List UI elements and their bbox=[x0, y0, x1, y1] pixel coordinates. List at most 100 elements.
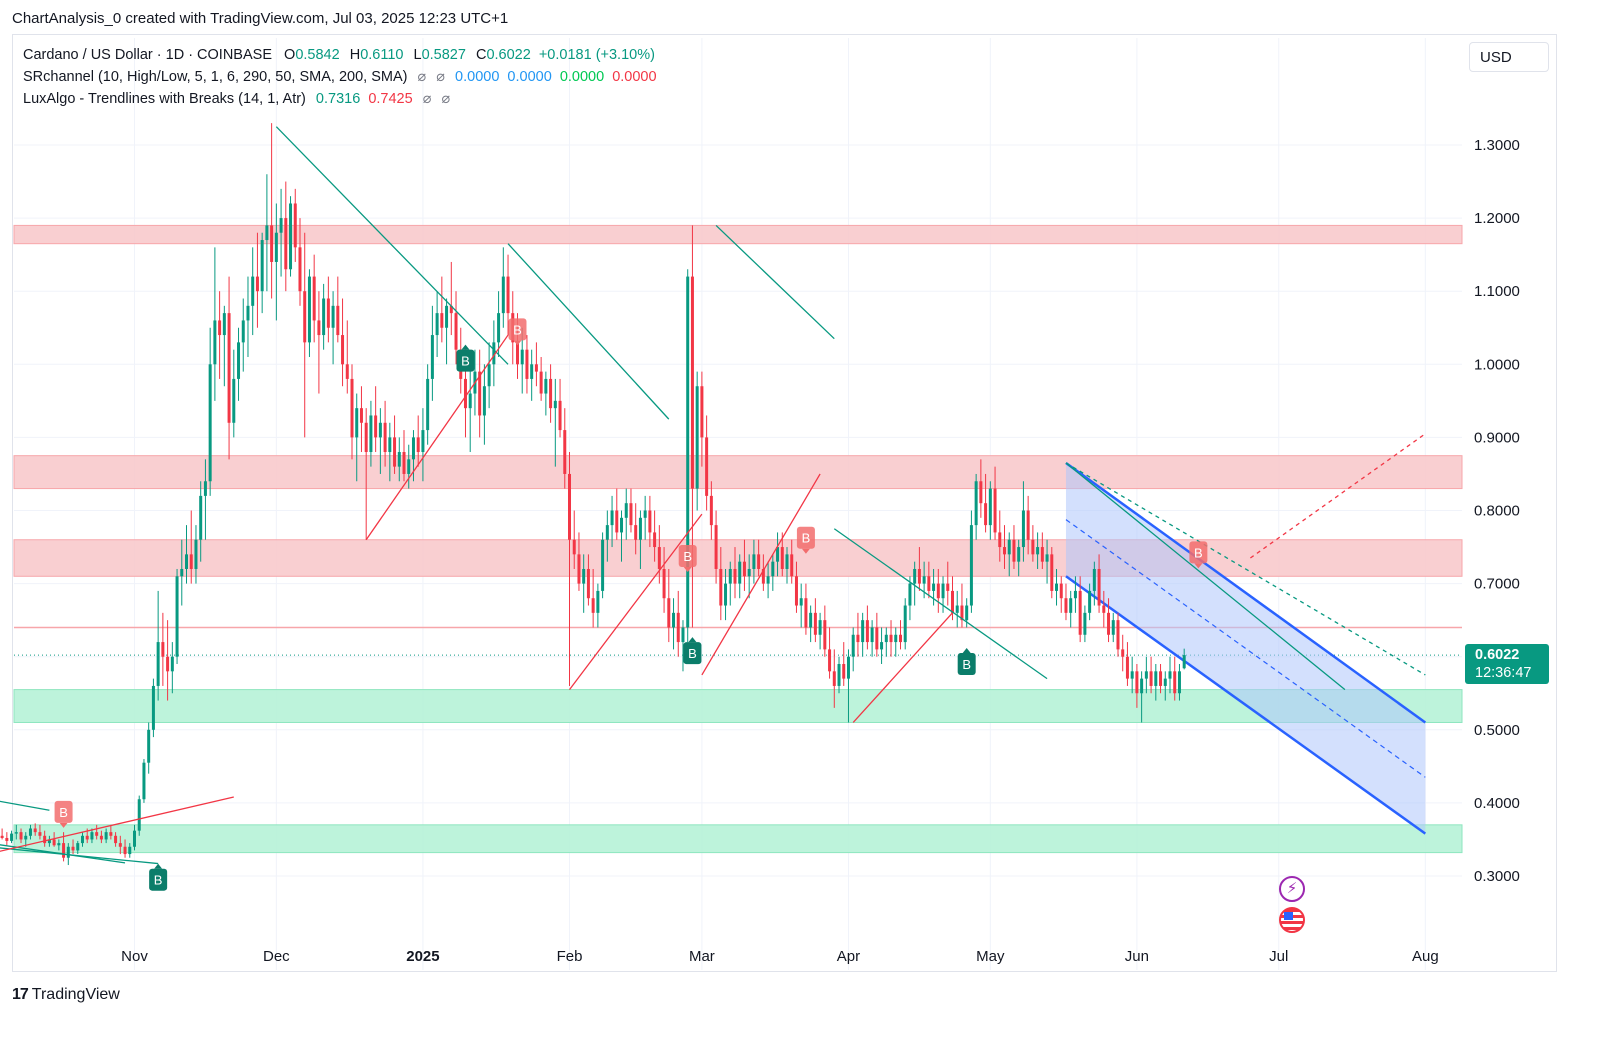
candle-body bbox=[936, 583, 940, 599]
candle-body bbox=[676, 612, 680, 643]
candle-body bbox=[1050, 554, 1054, 591]
candle-body bbox=[1159, 671, 1163, 686]
ohlc-high: 0.6110 bbox=[360, 47, 404, 63]
candle-body bbox=[265, 225, 269, 241]
hidden-eye-icon[interactable]: ⌀ bbox=[441, 91, 451, 107]
candle-body bbox=[553, 400, 557, 409]
candle-body bbox=[974, 481, 978, 526]
candle-body bbox=[28, 828, 32, 836]
candle-body bbox=[289, 203, 293, 270]
price-axis: 1.3000 1.2000 1.1000 1.0000 0.9000 0.8000 0.70… bbox=[1474, 137, 1520, 885]
candle-body bbox=[345, 364, 349, 379]
candle-body bbox=[298, 247, 302, 292]
candle-body bbox=[624, 503, 628, 518]
candle-body bbox=[355, 408, 359, 438]
candle-body bbox=[709, 495, 713, 526]
candle-body bbox=[601, 539, 605, 591]
down-trendline bbox=[715, 224, 835, 340]
candle-body bbox=[1140, 678, 1144, 694]
luxalgo-value-upper: 0.7316 bbox=[315, 91, 361, 107]
candle-body bbox=[99, 835, 103, 840]
sr-zones bbox=[13, 224, 1463, 854]
candle-body bbox=[794, 576, 798, 606]
marker-pointer bbox=[59, 822, 68, 828]
legend-symbol-row: Cardano / US Dollar · 1D · COINBASE O0.5… bbox=[23, 47, 655, 63]
candle-body bbox=[175, 576, 179, 657]
candle-body bbox=[724, 583, 728, 606]
lightning-event-icon[interactable]: ⚡ bbox=[1279, 876, 1305, 902]
candle-body bbox=[1135, 671, 1139, 694]
marker-label: B bbox=[513, 322, 522, 337]
candle-body bbox=[279, 218, 283, 233]
candle-body bbox=[908, 583, 912, 606]
candle-body bbox=[870, 627, 874, 643]
bar-countdown: 12:36:47 bbox=[1475, 665, 1532, 681]
candle-body bbox=[591, 598, 595, 613]
candle-body bbox=[71, 846, 75, 851]
candle-body bbox=[14, 832, 18, 834]
marker-pointer bbox=[683, 566, 692, 572]
indicator-luxalgo-name[interactable]: LuxAlgo - Trendlines with Breaks (14, 1,… bbox=[23, 91, 306, 107]
candle-body bbox=[799, 598, 803, 606]
hidden-eye-icon[interactable]: ⌀ bbox=[417, 69, 427, 85]
tradingview-logo[interactable]: 17 TradingView bbox=[12, 986, 120, 1004]
channel-upper-line bbox=[1065, 461, 1427, 724]
y-tick-label: 1.2000 bbox=[1474, 210, 1520, 227]
candle-body bbox=[142, 762, 146, 800]
legend-luxalgo-row[interactable]: LuxAlgo - Trendlines with Breaks (14, 1,… bbox=[23, 91, 450, 107]
candle-body bbox=[161, 642, 165, 657]
candle-body bbox=[766, 576, 770, 584]
ohlc-open: 0.5842 bbox=[295, 47, 340, 63]
resistance-zone bbox=[13, 539, 1463, 577]
us-flag-event-icon[interactable] bbox=[1279, 907, 1305, 933]
candle-body bbox=[440, 313, 444, 328]
candle-body bbox=[137, 799, 141, 831]
candle-body bbox=[194, 539, 198, 569]
candle-body bbox=[416, 437, 420, 453]
candle-body bbox=[558, 400, 562, 431]
candle-body bbox=[686, 276, 690, 628]
y-tick-label: 0.9000 bbox=[1474, 429, 1520, 446]
indicator-srchannel-name[interactable]: SRchannel (10, High/Low, 5, 1, 6, 290, 5… bbox=[23, 69, 408, 85]
last-price: 0.6022 bbox=[1475, 647, 1520, 663]
symbol-name[interactable]: Cardano / US Dollar · 1D · COINBASE bbox=[23, 47, 272, 63]
candle-body bbox=[662, 568, 666, 599]
candle-body bbox=[596, 590, 600, 613]
candle-body bbox=[364, 422, 368, 453]
hidden-eye-icon[interactable]: ⌀ bbox=[436, 69, 445, 85]
candle-body bbox=[1121, 649, 1125, 657]
currency-selector[interactable]: USD bbox=[1469, 42, 1549, 72]
candle-body bbox=[653, 532, 657, 548]
candle-body bbox=[463, 378, 467, 409]
marker-pointer bbox=[154, 863, 163, 869]
candle-body bbox=[752, 554, 756, 569]
candle-body bbox=[1012, 539, 1016, 562]
candle-body bbox=[80, 835, 84, 844]
candle-body bbox=[85, 835, 89, 840]
legend-srchannel-row[interactable]: SRchannel (10, High/Low, 5, 1, 6, 290, 5… bbox=[23, 69, 657, 85]
x-tick-label: Jul bbox=[1269, 948, 1288, 965]
candle-body bbox=[846, 656, 850, 679]
ohlc-change: +0.0181 (+3.10%) bbox=[538, 47, 655, 63]
hidden-eye-icon[interactable]: ⌀ bbox=[422, 91, 432, 107]
candle-body bbox=[572, 539, 576, 555]
candle-body bbox=[898, 634, 902, 643]
candle-body bbox=[274, 232, 278, 262]
x-tick-label: Mar bbox=[689, 948, 715, 965]
candle-body bbox=[965, 605, 969, 621]
candle-body bbox=[1149, 671, 1153, 686]
candle-body bbox=[312, 276, 316, 321]
chart-caption: ChartAnalysis_0 created with TradingView… bbox=[12, 10, 509, 27]
candle-body bbox=[761, 568, 765, 584]
candle-body bbox=[1116, 620, 1120, 650]
candle-body bbox=[260, 240, 264, 292]
candle-body bbox=[128, 846, 132, 855]
candle-body bbox=[388, 437, 392, 453]
candle-body bbox=[95, 832, 99, 836]
candle-body bbox=[1073, 590, 1077, 599]
candle-body bbox=[520, 349, 524, 365]
down-trendline-extension bbox=[1065, 462, 1426, 676]
x-tick-label: Jun bbox=[1125, 948, 1149, 965]
x-tick-label: Dec bbox=[263, 948, 290, 965]
